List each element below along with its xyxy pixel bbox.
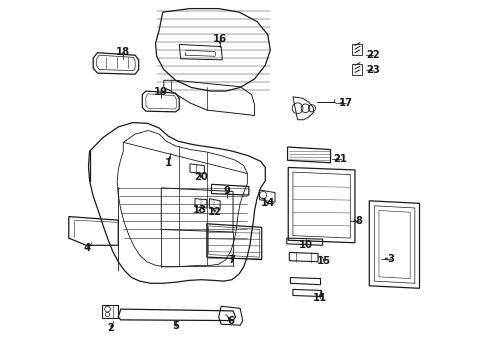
- Text: 6: 6: [227, 316, 234, 325]
- Text: 17: 17: [338, 98, 352, 108]
- Bar: [351, 64, 362, 75]
- Text: 16: 16: [213, 35, 227, 44]
- Text: 1: 1: [164, 158, 172, 168]
- Text: 3: 3: [386, 254, 393, 264]
- Text: 10: 10: [299, 239, 312, 249]
- Text: 19: 19: [154, 87, 168, 97]
- Text: 4: 4: [84, 243, 91, 253]
- Text: 18: 18: [116, 46, 130, 57]
- Text: 11: 11: [312, 293, 326, 303]
- Text: 5: 5: [172, 321, 179, 331]
- Text: 21: 21: [333, 154, 347, 164]
- Text: 22: 22: [365, 50, 379, 60]
- Text: 7: 7: [228, 255, 235, 265]
- Text: 14: 14: [260, 198, 274, 208]
- Bar: [351, 44, 362, 55]
- Text: 20: 20: [194, 172, 208, 182]
- Text: 9: 9: [224, 186, 230, 197]
- Text: 12: 12: [208, 207, 222, 217]
- Text: 8: 8: [355, 216, 362, 226]
- Text: 15: 15: [316, 256, 330, 266]
- Text: 13: 13: [192, 206, 206, 216]
- Text: 2: 2: [107, 323, 114, 333]
- Text: 23: 23: [365, 64, 379, 75]
